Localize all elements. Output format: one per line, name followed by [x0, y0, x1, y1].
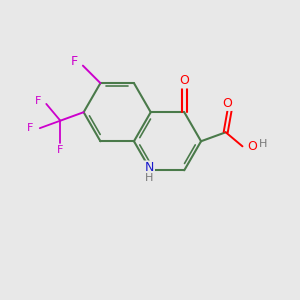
- Text: F: F: [71, 55, 78, 68]
- Text: H: H: [259, 139, 268, 149]
- Text: F: F: [57, 145, 64, 155]
- Text: O: O: [179, 74, 189, 88]
- Text: O: O: [222, 97, 232, 110]
- Text: F: F: [27, 123, 34, 133]
- Text: N: N: [145, 161, 154, 175]
- Text: O: O: [248, 140, 258, 153]
- Text: H: H: [145, 173, 154, 183]
- Text: F: F: [35, 96, 41, 106]
